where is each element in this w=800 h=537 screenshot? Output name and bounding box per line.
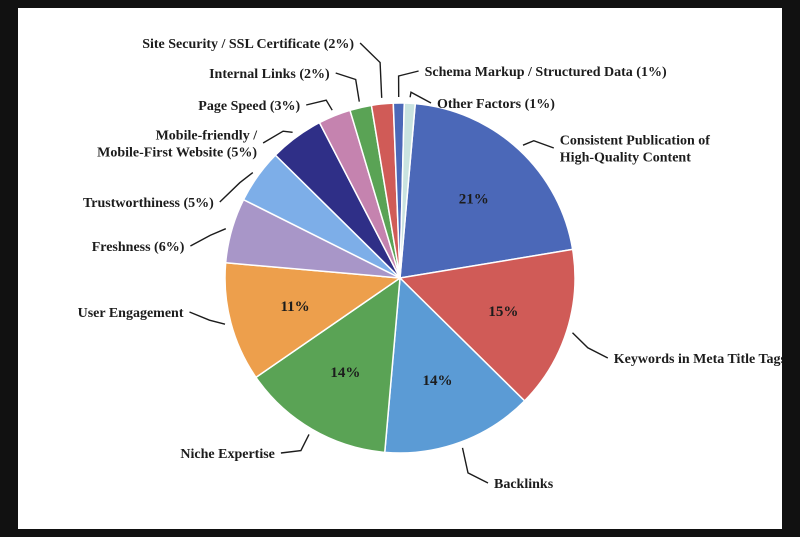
slice-percent-label: 14% xyxy=(423,373,453,389)
slice-label: Internal Links (2%) xyxy=(209,67,330,82)
pie-chart: 21% 15% 14% 14% 11% Consistent Publication of… xyxy=(18,8,782,529)
slice-label: User Engagement xyxy=(78,306,184,321)
leader-line xyxy=(336,73,360,102)
slice-label: High-Quality Content xyxy=(560,150,691,165)
slice-label: Keywords in Meta Title Tags xyxy=(614,352,782,367)
slice-label: Consistent Publication of xyxy=(560,133,710,148)
leader-line xyxy=(463,448,489,483)
slice-label: Mobile-friendly / xyxy=(156,128,259,143)
slice-percent-label: 11% xyxy=(281,299,310,315)
slice-percent-label: 14% xyxy=(330,365,360,381)
leader-line xyxy=(573,333,608,358)
slice-label: Schema Markup / Structured Data (1%) xyxy=(425,65,667,80)
slice-label: Backlinks xyxy=(494,477,554,492)
leader-line xyxy=(263,131,293,143)
chart-card: 21% 15% 14% 14% 11% Consistent Publication of… xyxy=(18,8,782,529)
leader-line xyxy=(190,229,225,246)
slice-label: Trustworthiness (5%) xyxy=(83,196,214,211)
slice-label: Page Speed (3%) xyxy=(198,99,300,114)
leader-line xyxy=(190,312,226,324)
slice-percent-label: 15% xyxy=(488,304,518,320)
leader-line xyxy=(360,43,382,98)
leader-line xyxy=(399,71,419,97)
leader-line xyxy=(410,92,431,103)
leader-line xyxy=(281,434,309,453)
slice-label: Mobile-First Website (5%) xyxy=(97,145,257,160)
slice-label: Other Factors (1%) xyxy=(437,97,555,112)
slice-percent-label: 21% xyxy=(459,192,489,208)
leader-line xyxy=(306,100,332,110)
slice-label: Site Security / SSL Certificate (2%) xyxy=(142,37,354,52)
leader-line xyxy=(523,141,554,148)
slice-label: Niche Expertise xyxy=(180,447,274,462)
slice-label: Freshness (6%) xyxy=(92,240,185,255)
